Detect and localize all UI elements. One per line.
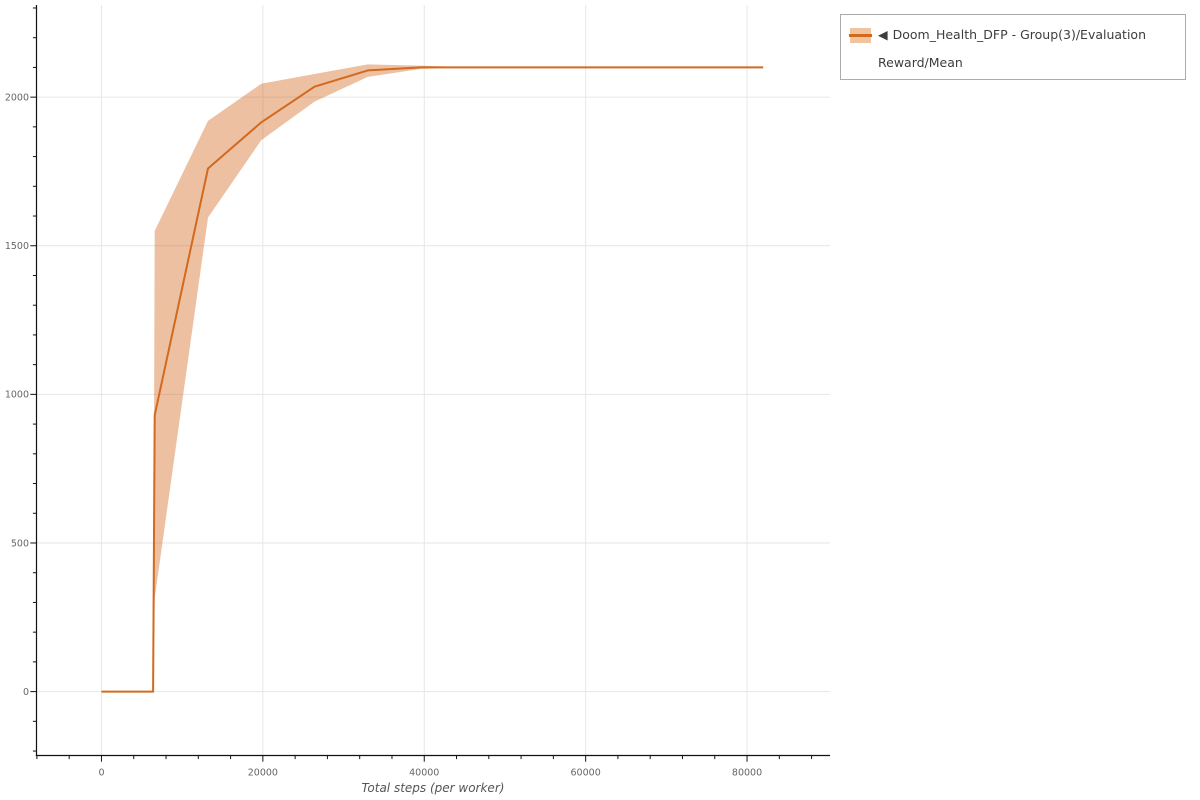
legend-entry-label: ◀ Doom_Health_DFP - Group(3)/Evaluation R… (878, 21, 1177, 77)
legend-swatch-line-icon (849, 34, 872, 37)
x-tick-labels: 0 20000 40000 60000 80000 (98, 768, 762, 779)
svg-text:80000: 80000 (732, 768, 762, 779)
svg-text:60000: 60000 (571, 768, 601, 779)
legend-marker-triangle-icon: ◀ (878, 27, 888, 42)
mean-line (101, 66, 764, 693)
svg-text:2000: 2000 (5, 92, 29, 103)
legend-box[interactable]: ◀ Doom_Health_DFP - Group(3)/Evaluation R… (840, 14, 1186, 80)
svg-text:20000: 20000 (248, 768, 278, 779)
y-tick-labels: 0 500 1000 1500 2000 (5, 92, 29, 697)
axes-spines (35, 5, 830, 757)
svg-text:0: 0 (23, 687, 29, 698)
svg-text:1500: 1500 (5, 241, 29, 252)
axis-ticks (30, 7, 813, 762)
svg-text:1000: 1000 (5, 390, 29, 401)
legend-label-text: Doom_Health_DFP - Group(3)/Evaluation Re… (878, 27, 1147, 70)
legend-swatch-band-icon (849, 28, 872, 43)
x-axis-title: Total steps (per worker) (362, 781, 505, 795)
gridlines (36, 5, 830, 756)
svg-text:40000: 40000 (409, 768, 439, 779)
confidence-band (101, 64, 764, 692)
svg-text:500: 500 (11, 538, 29, 549)
svg-text:0: 0 (98, 768, 104, 779)
